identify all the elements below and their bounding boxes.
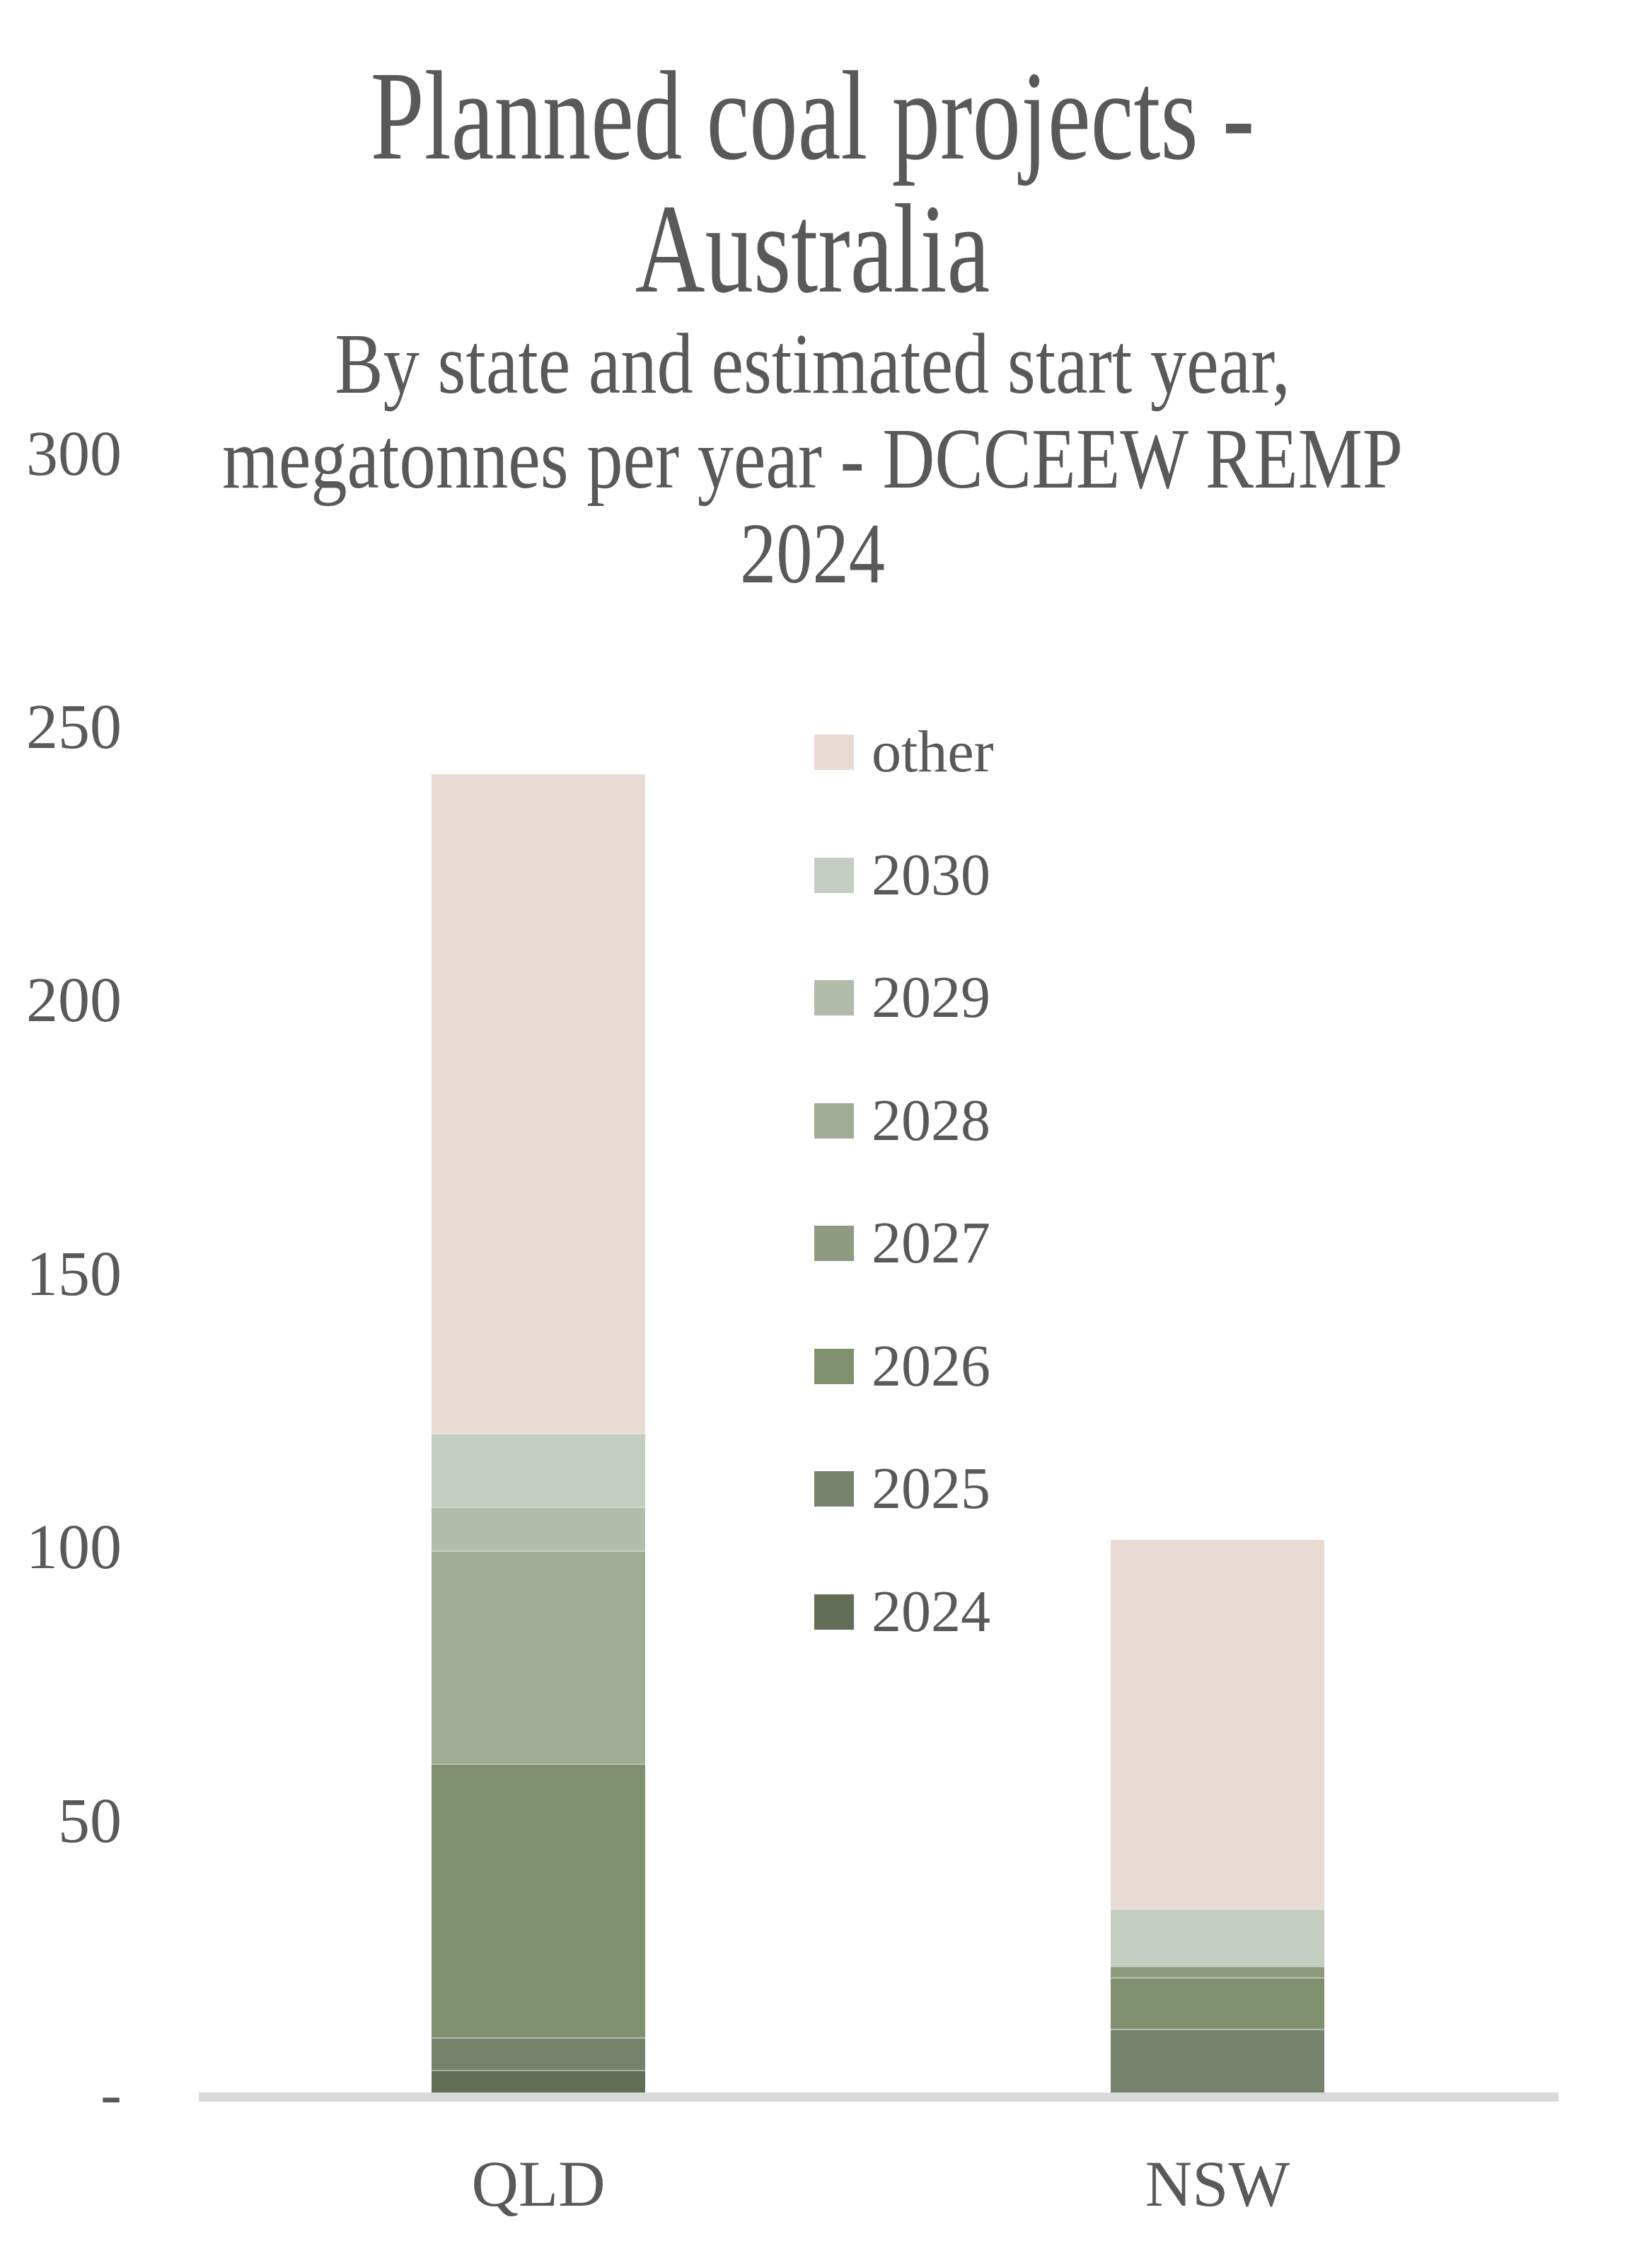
bar-segment-qld-2029 — [432, 1507, 645, 1551]
bar-segment-nsw-2030 — [1111, 1909, 1324, 1967]
legend-swatch-2030 — [814, 857, 854, 893]
legend-label-2028: 2028 — [872, 1087, 990, 1153]
y-tick-label-50: 50 — [58, 1785, 122, 1856]
x-axis-line — [199, 2093, 1559, 2102]
chart-title-line1: Planned coal projects - — [370, 45, 1255, 186]
bar-segment-qld-2026 — [432, 1763, 645, 2037]
bar-qld — [432, 0, 645, 2095]
legend-label-2029: 2029 — [872, 965, 990, 1030]
legend-swatch-2029 — [814, 980, 854, 1015]
legend-swatch-2028 — [814, 1103, 854, 1139]
chart-subtitle-line2: megatonnes per year - DCCEEW REMP — [222, 411, 1403, 507]
y-tick-label-250: 250 — [26, 692, 122, 762]
legend-swatch-2024 — [814, 1594, 854, 1630]
bar-segment-qld-2030 — [432, 1432, 645, 1507]
bar-segment-qld-2024 — [432, 2070, 645, 2095]
chart-title-line2: Australia — [635, 178, 990, 319]
legend-label-2024: 2024 — [872, 1578, 990, 1645]
x-axis-label-qld: QLD — [471, 2148, 606, 2220]
legend-label-other: other — [872, 719, 994, 785]
chart-subtitle-line3: 2024 — [740, 506, 885, 601]
legend-label-2026: 2026 — [872, 1332, 990, 1399]
chart-title: Planned coal projects - Australia — [195, 50, 1430, 316]
bar-segment-nsw-other — [1111, 1539, 1324, 1909]
y-tick-label-0: - — [100, 2059, 122, 2129]
y-tick-label-300: 300 — [26, 418, 122, 489]
legend-swatch-2026 — [814, 1348, 854, 1384]
legend-label-2025: 2025 — [872, 1456, 990, 1521]
y-tick-label-150: 150 — [26, 1238, 122, 1309]
chart-subtitle-line1: By state and estimated start year, — [335, 316, 1290, 412]
bar-segment-qld-other — [432, 773, 645, 1433]
bar-segment-nsw-2026 — [1111, 1976, 1324, 2030]
legend-swatch-other — [814, 735, 854, 770]
bar-segment-qld-2025 — [432, 2037, 645, 2071]
x-axis-label-nsw: NSW — [1145, 2148, 1290, 2220]
bar-segment-nsw-2027 — [1111, 1966, 1324, 1977]
chart-subtitle: By state and estimated start year, megat… — [130, 317, 1495, 601]
bar-segment-nsw-2025 — [1111, 2029, 1324, 2095]
y-tick-label-100: 100 — [26, 1512, 122, 1583]
bar-nsw — [1111, 0, 1324, 2095]
legend-swatch-2025 — [814, 1471, 854, 1507]
legend-label-2030: 2030 — [872, 841, 990, 908]
legend-swatch-2027 — [814, 1226, 854, 1261]
legend-label-2027: 2027 — [872, 1210, 990, 1276]
bar-segment-qld-2028 — [432, 1550, 645, 1764]
y-tick-label-200: 200 — [26, 965, 122, 1036]
